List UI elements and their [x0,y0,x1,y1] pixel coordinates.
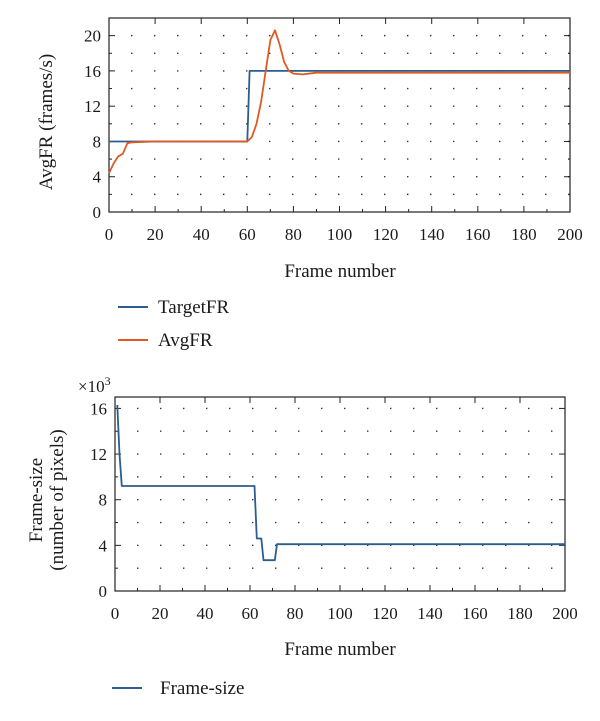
chart2-x-tick-label: 0 [111,604,120,623]
chart1-y-tick-label: 20 [84,27,101,46]
chart1-x-tick-label: 80 [285,225,302,244]
chart1-grid [109,34,570,196]
chart1-x-tick-label: 140 [419,225,445,244]
chart1-x-tick-label: 200 [557,225,583,244]
chart2-y-tick-label: 4 [99,536,108,555]
chart1-y-tick-label: 0 [93,203,102,222]
chart2-x-axis-title: Frame number [284,639,396,660]
frame-rate-chart: AvgFR (frames/s) Frame number TargetFR A… [36,17,583,351]
legend-label-avgfr: AvgFR [158,330,213,351]
chart1-plot-frame [108,17,571,213]
chart1-y-tick-label: 4 [93,168,102,187]
chart1-x-axis-title: Frame number [284,261,396,282]
chart2-x-tick-label: 60 [242,604,259,623]
chart1-y-tick-label: 16 [84,62,101,81]
y-multiplier-exponent: 3 [105,374,111,388]
chart1-x-tick-label: 20 [147,225,164,244]
chart1-x-tick-label: 180 [511,225,537,244]
frame-size-chart: Frame-size (number of pixels) ×103 Frame… [26,374,578,699]
chart1-y-tick-label: 12 [84,97,101,116]
chart2-y-axis-title-line1: Frame-size [26,458,47,542]
chart1-y-tick-label: 8 [93,132,102,151]
chart1-legend: TargetFR AvgFR [118,297,229,351]
chart2-y-tick-label: 8 [99,491,108,510]
chart2-y-tick-label: 0 [99,582,108,601]
chart2-x-tick-label: 200 [552,604,578,623]
chart2-legend: Frame-size [112,678,244,699]
chart2-series-frame-size-line [116,404,565,562]
chart2-x-tick-label: 100 [327,604,353,623]
legend-label-frame-size: Frame-size [160,678,244,699]
chart2-x-tick-label: 180 [507,604,533,623]
chart1-x-tick-label: 160 [465,225,491,244]
chart1-x-tick-label: 0 [105,225,114,244]
chart2-x-tick-label: 40 [197,604,214,623]
chart2-x-tick-label: 20 [152,604,169,623]
chart2-y-tick-label: 16 [90,399,107,418]
chart1-series-avgfr-line [108,29,570,174]
chart2-x-tick-label: 160 [462,604,488,623]
chart2-y-axis-title-line2: (number of pixels) [47,429,68,570]
chart2-x-tick-label: 140 [417,604,443,623]
chart2-y-tick-label: 12 [90,445,107,464]
chart2-plot-frame [114,396,566,592]
chart1-x-tick-label: 60 [239,225,256,244]
chart2-x-tick-label: 120 [372,604,398,623]
chart1-y-axis-title: AvgFR (frames/s) [36,54,57,190]
chart1-x-tick-label: 40 [193,225,210,244]
y-multiplier-base: ×10 [78,377,105,396]
chart2-x-tick-label: 80 [287,604,304,623]
chart1-x-tick-label: 100 [327,225,353,244]
chart1-x-tick-label: 120 [373,225,399,244]
legend-label-targetfr: TargetFR [158,297,229,318]
chart2-y-multiplier: ×103 [78,374,111,396]
